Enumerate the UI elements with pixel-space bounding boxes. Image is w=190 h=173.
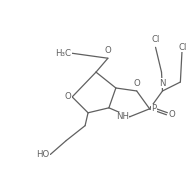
Text: O: O (133, 79, 140, 88)
Text: Cl: Cl (178, 43, 187, 52)
Text: N: N (159, 79, 166, 88)
Text: P: P (151, 104, 157, 113)
Text: O: O (105, 46, 111, 55)
Text: H₃C: H₃C (55, 49, 71, 58)
Text: O: O (168, 110, 175, 119)
Text: O: O (64, 92, 71, 101)
Text: NH: NH (116, 112, 129, 121)
Text: Cl: Cl (151, 35, 160, 44)
Text: HO: HO (36, 150, 49, 159)
